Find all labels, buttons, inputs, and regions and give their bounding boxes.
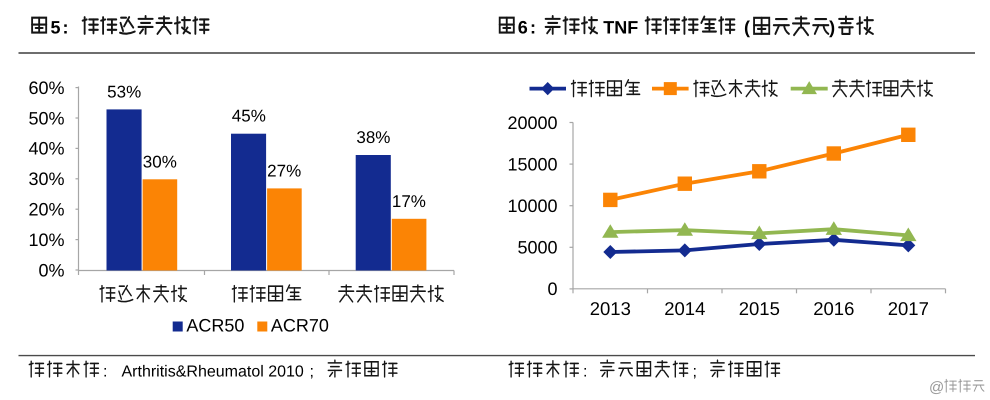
svg-text:17%: 17%	[392, 192, 426, 211]
svg-text:(: (	[744, 18, 750, 38]
svg-text:27%: 27%	[267, 161, 301, 180]
svg-text:Arthritis&Rheumatol 2010: Arthritis&Rheumatol 2010	[122, 364, 304, 381]
svg-text:45%: 45%	[232, 107, 266, 126]
svg-text:10000: 10000	[507, 196, 557, 216]
svg-text:;: ;	[693, 364, 697, 381]
svg-text:2016: 2016	[813, 298, 854, 319]
svg-text:TNF: TNF	[603, 18, 638, 38]
svg-text:50%: 50%	[28, 108, 64, 128]
svg-text:0%: 0%	[38, 260, 64, 280]
svg-text:10%: 10%	[28, 230, 64, 250]
svg-text:): )	[829, 18, 835, 38]
svg-text:40%: 40%	[28, 139, 64, 159]
svg-text::: :	[63, 18, 69, 38]
svg-text:2014: 2014	[664, 298, 705, 319]
svg-text:2017: 2017	[888, 298, 929, 319]
svg-text:60%: 60%	[28, 78, 64, 98]
svg-text:5: 5	[51, 18, 61, 38]
svg-text:6: 6	[518, 18, 528, 38]
svg-text:30%: 30%	[28, 169, 64, 189]
svg-text:ACR70: ACR70	[271, 316, 329, 336]
svg-text:2013: 2013	[590, 298, 631, 319]
svg-text:5000: 5000	[517, 238, 557, 258]
svg-text:20%: 20%	[28, 200, 64, 220]
svg-text:20000: 20000	[507, 113, 557, 133]
svg-text::: :	[103, 364, 107, 381]
svg-text:;: ;	[310, 364, 314, 381]
svg-text:30%: 30%	[143, 152, 177, 171]
svg-text:15000: 15000	[507, 154, 557, 174]
svg-text:38%: 38%	[356, 128, 390, 147]
svg-text::: :	[530, 18, 536, 38]
svg-text:2015: 2015	[739, 298, 780, 319]
svg-text::: :	[583, 364, 587, 381]
svg-text:@: @	[929, 379, 944, 396]
svg-text:ACR50: ACR50	[186, 316, 244, 336]
svg-text:0: 0	[547, 279, 557, 299]
svg-text:53%: 53%	[107, 82, 141, 101]
